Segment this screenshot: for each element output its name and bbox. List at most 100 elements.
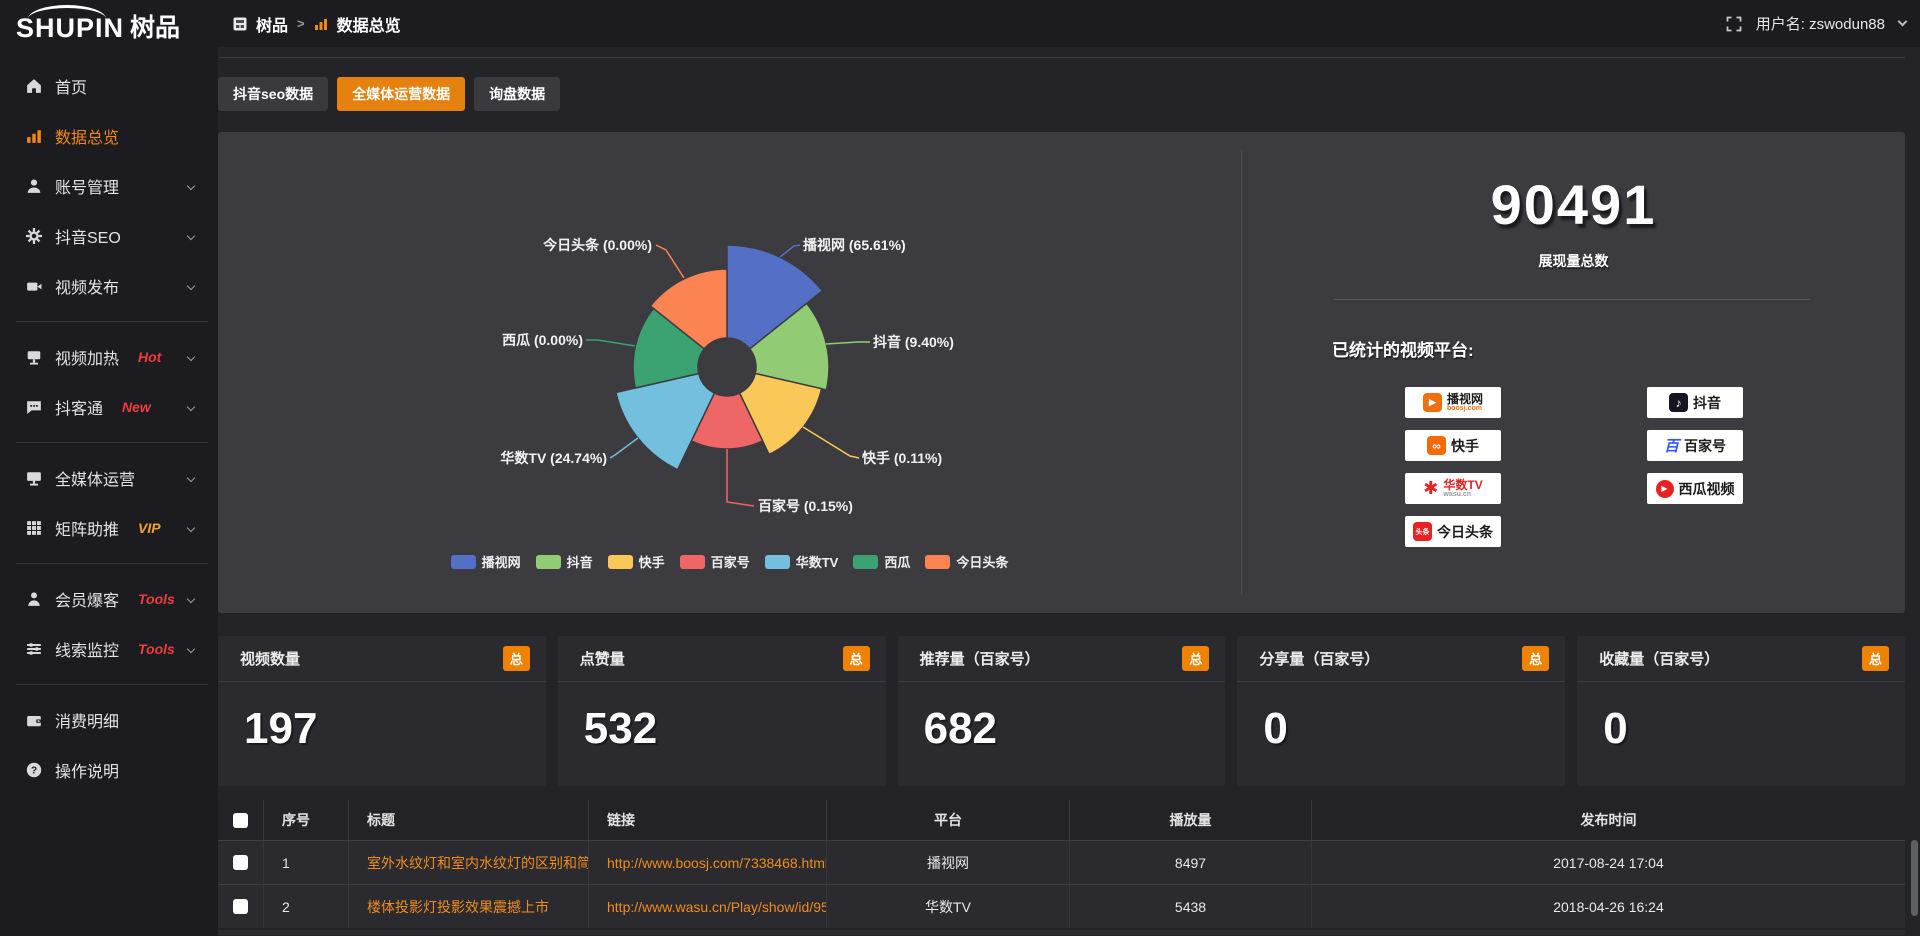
platform-name: 播视网 [1446,392,1483,406]
row-checkbox[interactable] [233,855,248,870]
sidebar-item-操作说明[interactable]: ? 操作说明 [0,745,218,795]
page-scrollbar[interactable] [1910,47,1918,936]
breadcrumb-root[interactable]: 树品 [256,17,289,35]
platform-badge-快手: ∞ 快手 [1405,430,1501,461]
breadcrumb-current[interactable]: 数据总览 [336,17,401,35]
sidebar-item-label: 数据总览 [55,130,120,147]
legend-label: 百家号 [710,555,750,570]
breadcrumb: 树品 > 数据总览 [233,0,401,47]
pie-label-华数TV: 华数TV (24.74%) [500,450,607,466]
boosj-logo: ▶ [1422,393,1442,412]
platform-column: ▶ 播视网 boosj.com ∞ 快手 ✱ 华数TV wasu.cn 头条 今日头条 [1405,387,1501,547]
pie-slice-今日头条[interactable] [649,268,728,350]
stats-divider [1334,299,1810,300]
sidebar-item-视频发布[interactable]: 视频发布 [0,261,218,311]
sidebar-item-label: 矩阵助推 [55,522,120,539]
grid-icon [27,521,41,535]
sidebar-item-全媒体运营[interactable]: 全媒体运营 [0,453,218,503]
tab-询盘数据[interactable]: 询盘数据 [474,77,561,111]
pie-slice-华数TV[interactable] [615,372,716,471]
row-platform: 播视网 [827,841,1070,884]
username-label[interactable]: 用户名: zswodun88 [1755,16,1885,33]
sidebar-item-矩阵助推[interactable]: 矩阵助推 VIP [0,503,218,553]
sidebar-divider [16,684,208,685]
stat-card-分享量（百家号）: 分享量（百家号） 总 0 [1237,636,1566,786]
legend-item-今日头条[interactable]: 今日头条 [925,552,1008,571]
sidebar-item-数据总览[interactable]: 数据总览 [0,111,218,161]
legend-item-西瓜[interactable]: 西瓜 [853,552,910,571]
fullscreen-icon[interactable] [1726,16,1742,32]
platform-name: 华数TV [1443,478,1483,492]
chevron-down-icon [186,473,196,483]
legend-item-百家号[interactable]: 百家号 [679,552,750,571]
sidebar-divider [16,442,208,443]
stat-card-value: 532 [583,704,658,753]
sidebar-item-label: 会员爆客 [55,593,120,610]
total-badge: 总 [842,646,870,671]
sidebar-item-线索监控[interactable]: 线索监控 Tools [0,624,218,674]
sidebar: 首页 数据总览 账号管理 抖音SEO 视频发布 视频加热 Hot 抖客通 New 全媒体运营 矩阵助… [0,47,218,936]
member-icon [28,592,40,606]
baijiahao-logo: 百 [1663,438,1679,455]
wallet-icon [27,716,41,727]
platform-badge-西瓜视频: ▶ 西瓜视频 [1647,473,1743,504]
row-checkbox[interactable] [233,899,248,914]
row-checkbox-cell [218,885,264,928]
select-all-checkbox[interactable] [233,812,248,828]
legend-label: 华数TV [795,555,839,570]
sidebar-item-首页[interactable]: 首页 [0,61,218,111]
chart-area: 播视网 (65.61%) 抖音 (9.40%) 快手 (0.11%) 百家号 (0.1… [218,132,1241,613]
sidebar-item-视频加热[interactable]: 视频加热 Hot [0,332,218,382]
sidebar-item-会员爆客[interactable]: 会员爆客 Tools [0,574,218,624]
table-row: 2 楼体投影灯投影效果震撼上市 http://www.wasu.cn/Play/sh… [218,884,1905,928]
stat-card-value: 0 [1603,704,1628,753]
stat-card-点赞量: 点赞量 总 532 [557,636,886,786]
chevron-down-icon[interactable] [1897,16,1908,27]
legend-item-快手[interactable]: 快手 [607,552,665,571]
stat-card-推荐量（百家号）: 推荐量（百家号） 总 682 [897,636,1226,786]
total-badge: 总 [502,646,530,671]
stat-card-value: 0 [1263,704,1288,753]
sidebar-item-抖音SEO[interactable]: 抖音SEO [0,211,218,261]
pie-label-快手: 快手 (0.11%) [862,450,942,466]
row-url-link[interactable]: http://www.wasu.cn/Play/show/id/952... [589,885,827,928]
logo-arc [28,5,106,19]
chevron-down-icon [186,281,196,291]
stat-card-收藏量（百家号）: 收藏量（百家号） 总 0 [1577,636,1905,786]
chat-icon [27,401,41,414]
table-header-row: 序号 标题 链接 平台 播放量 发布时间 [218,800,1905,840]
pie-label-今日头条: 今日头条 (0.00%) [542,237,652,253]
sidebar-item-抖客通[interactable]: 抖客通 New [0,382,218,432]
stat-card-title: 推荐量（百家号） [919,651,1040,668]
row-url-link[interactable]: http://www.boosj.com/7338468.html [589,841,827,884]
legend-item-华数TV[interactable]: 华数TV [764,552,839,571]
sidebar-badge-New: New [122,399,151,415]
pie-label-播视网: 播视网 (65.61%) [803,237,906,253]
platform-badge-抖音: ♪ 抖音 [1647,387,1743,418]
legend-item-播视网[interactable]: 播视网 [450,552,521,571]
tab-抖音seo数据[interactable]: 抖音seo数据 [218,77,329,111]
row-title-link[interactable]: 楼体投影灯投影效果震撼上市 [349,885,589,928]
sidebar-item-账号管理[interactable]: 账号管理 [0,161,218,211]
data-tabs: 抖音seo数据 全媒体运营数据 询盘数据 [218,77,561,111]
pie-slice-西瓜[interactable] [632,307,706,389]
tab-全媒体运营数据[interactable]: 全媒体运营数据 [337,77,466,111]
platform-name: 今日头条 [1437,523,1493,540]
platform-subtext: wasu.cn [1443,491,1471,498]
header-divider [218,57,1905,58]
impressions-total-label: 展现量总数 [1538,253,1609,269]
sidebar-item-消费明细[interactable]: 消费明细 [0,695,218,745]
bar-chart-icon [314,17,328,31]
scrollbar-thumb[interactable] [1911,840,1918,916]
pie-slice-播视网[interactable] [726,244,824,350]
pie-slice-抖音[interactable] [748,302,830,391]
legend-item-抖音[interactable]: 抖音 [535,552,593,571]
impressions-total: 90491 [1490,173,1657,236]
stat-card-value: 682 [923,704,998,753]
legend-swatch [450,554,476,569]
bar-chart-icon [27,130,41,143]
row-title-link[interactable]: 室外水纹灯和室内水纹灯的区别和简介 [349,841,589,884]
stat-card-视频数量: 视频数量 总 197 [218,636,546,786]
row-no: 2 [264,885,349,928]
sidebar-badge-Tools: Tools [138,641,175,657]
